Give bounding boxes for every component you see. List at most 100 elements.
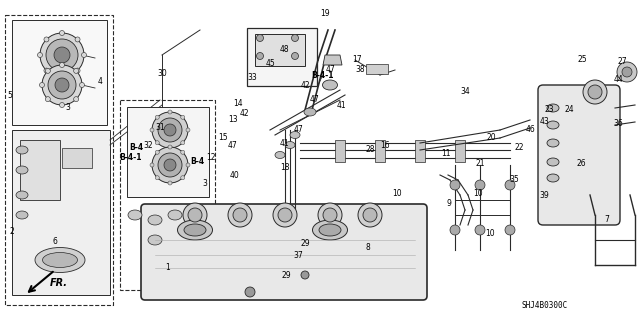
Text: 29: 29 (300, 239, 310, 248)
Circle shape (156, 141, 159, 145)
Bar (20, 140, 60, 200)
Circle shape (617, 62, 637, 82)
Ellipse shape (16, 146, 28, 154)
Text: 48: 48 (279, 46, 289, 55)
Circle shape (588, 85, 602, 99)
Circle shape (257, 34, 264, 41)
Text: B-4-1: B-4-1 (312, 70, 334, 79)
Circle shape (450, 225, 460, 235)
Ellipse shape (168, 210, 182, 220)
Text: 42: 42 (300, 80, 310, 90)
Circle shape (180, 115, 185, 119)
Text: 6: 6 (52, 236, 58, 246)
Bar (335, 140, 345, 162)
Text: 18: 18 (280, 162, 290, 172)
Text: 8: 8 (365, 243, 371, 253)
Circle shape (38, 53, 42, 57)
Circle shape (45, 68, 51, 73)
Bar (62, 148, 92, 168)
Circle shape (505, 180, 515, 190)
Text: 29: 29 (281, 271, 291, 280)
Bar (255, 34, 305, 66)
Bar (455, 140, 465, 162)
Text: 4: 4 (97, 78, 102, 86)
Circle shape (291, 53, 298, 60)
Circle shape (75, 68, 80, 73)
Text: 19: 19 (320, 10, 330, 19)
Text: SHJ4B0300C: SHJ4B0300C (522, 300, 568, 309)
Ellipse shape (319, 224, 341, 236)
Text: 30: 30 (157, 70, 167, 78)
Text: 11: 11 (441, 149, 451, 158)
Circle shape (168, 146, 172, 150)
Text: 38: 38 (355, 65, 365, 75)
Text: 40: 40 (229, 170, 239, 180)
Circle shape (156, 115, 159, 119)
Circle shape (233, 208, 247, 222)
Text: 26: 26 (576, 159, 586, 167)
Text: 10: 10 (392, 189, 402, 197)
Ellipse shape (304, 108, 316, 116)
Ellipse shape (35, 248, 85, 272)
Circle shape (55, 78, 69, 92)
Circle shape (40, 33, 84, 77)
Bar (366, 64, 388, 74)
Text: 20: 20 (486, 132, 496, 142)
Circle shape (257, 53, 264, 60)
Circle shape (60, 102, 65, 108)
Circle shape (168, 145, 172, 149)
Text: 41: 41 (279, 138, 289, 147)
Text: 39: 39 (539, 190, 549, 199)
Circle shape (40, 83, 45, 87)
Ellipse shape (177, 220, 212, 240)
Circle shape (228, 203, 252, 227)
Ellipse shape (42, 253, 77, 268)
Circle shape (156, 150, 159, 154)
Circle shape (60, 63, 65, 68)
Text: 34: 34 (460, 87, 470, 97)
Text: 28: 28 (365, 145, 375, 153)
Circle shape (152, 112, 188, 148)
Text: 22: 22 (515, 144, 524, 152)
Circle shape (188, 208, 202, 222)
Circle shape (164, 159, 176, 171)
Circle shape (186, 163, 190, 167)
Circle shape (48, 71, 76, 99)
Circle shape (164, 124, 176, 136)
Text: 5: 5 (8, 91, 12, 100)
Circle shape (46, 39, 78, 71)
Polygon shape (323, 55, 342, 65)
Text: 1: 1 (166, 263, 170, 272)
Text: 47: 47 (228, 140, 238, 150)
Circle shape (183, 203, 207, 227)
Circle shape (180, 150, 185, 154)
Ellipse shape (547, 174, 559, 182)
Ellipse shape (184, 224, 206, 236)
Text: 3: 3 (203, 179, 207, 188)
Circle shape (158, 153, 182, 177)
Text: 23: 23 (544, 106, 554, 115)
Bar (12, 20, 107, 125)
Text: 21: 21 (476, 159, 484, 167)
Circle shape (60, 31, 65, 35)
Circle shape (45, 97, 51, 102)
Circle shape (54, 47, 70, 63)
Ellipse shape (275, 152, 285, 159)
Ellipse shape (148, 215, 162, 225)
Circle shape (74, 97, 79, 102)
Ellipse shape (16, 191, 28, 199)
Text: 15: 15 (218, 132, 228, 142)
Text: 41: 41 (336, 100, 346, 109)
Text: 24: 24 (564, 106, 574, 115)
Circle shape (74, 68, 79, 73)
Circle shape (180, 141, 185, 145)
Circle shape (475, 180, 485, 190)
Circle shape (81, 53, 86, 57)
Text: 43: 43 (539, 117, 549, 127)
Text: 44: 44 (614, 76, 624, 85)
Circle shape (291, 34, 298, 41)
Text: FR.: FR. (50, 278, 68, 288)
Ellipse shape (290, 131, 300, 138)
Text: 37: 37 (293, 250, 303, 259)
Circle shape (152, 147, 188, 183)
